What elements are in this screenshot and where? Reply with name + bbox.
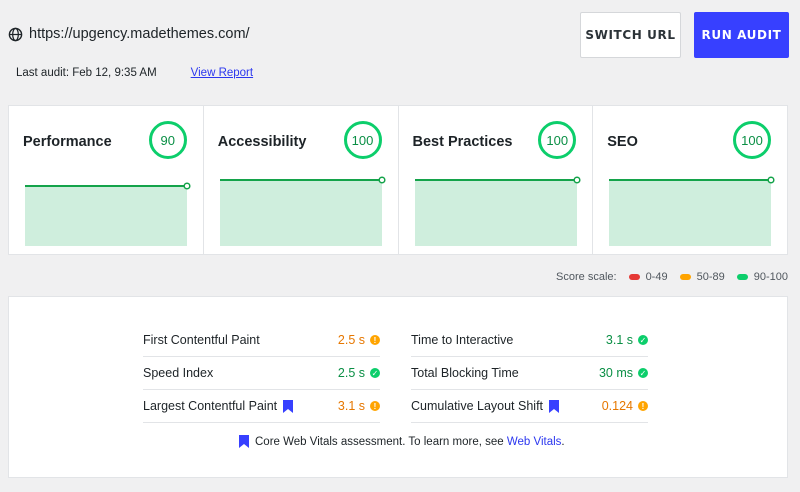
metric-name: Speed Index [143,366,338,380]
scale-range-fail: 0-49 [628,271,668,283]
metric-label: First Contentful Paint [143,333,260,347]
metric-name: Cumulative Layout Shift [411,399,602,413]
metric-row: Cumulative Layout Shift 0.124 ! [411,390,648,423]
view-report-link[interactable]: View Report [190,67,254,79]
footnote-text: Core Web Vitals assessment. To learn mor… [255,435,504,448]
metric-label: Time to Interactive [411,333,514,347]
card-accessibility[interactable]: Accessibility 100 [204,106,399,254]
bookmark-icon [283,399,294,413]
scale-range-label: 0-49 [645,271,668,283]
metric-name: First Contentful Paint [143,333,338,347]
metrics-panel: First Contentful Paint 2.5 s ! Speed Ind… [8,296,788,478]
metric-label: Cumulative Layout Shift [411,399,544,413]
metric-value-text: 2.5 s [337,333,365,347]
check-icon: ✓ [638,368,648,378]
score-history-chart [25,182,191,246]
metric-name: Largest Contentful Paint [143,399,338,413]
metric-value: 2.5 s ✓ [338,366,380,380]
score-gauge: 100 [538,121,577,159]
check-icon: ✓ [370,368,380,378]
metric-name: Time to Interactive [411,333,606,347]
metric-label: Speed Index [143,366,214,380]
web-vitals-link[interactable]: Web Vitals [506,435,562,448]
card-title: Best Practices [412,134,513,150]
check-icon: ✓ [638,335,648,345]
bookmark-icon [239,435,249,448]
score-history-chart [219,176,386,246]
site-url: https://upgency.madethemes.com/ [29,26,250,42]
globe-icon [8,27,23,41]
score-history-chart [414,176,581,246]
footnote-end: . [561,435,565,448]
orange-dot-icon [679,274,691,280]
card-performance[interactable]: Performance 90 [9,106,204,254]
bookmark-icon [549,399,560,413]
switch-url-button[interactable]: SWITCH URL [580,12,681,58]
score-scale-label: Score scale: [556,271,617,283]
metric-row: Speed Index 2.5 s ✓ [143,357,380,390]
metric-label: Largest Contentful Paint [143,399,278,413]
metric-row: First Contentful Paint 2.5 s ! [143,324,380,357]
score-scale-legend: Score scale: 0-49 50-89 90-100 [556,271,788,283]
metric-value-text: 3.1 s [337,399,365,413]
metric-value-text: 3.1 s [605,333,633,347]
info-icon: ! [638,401,648,411]
audit-info: Last audit: Feb 12, 9:35 AM View Report [16,67,253,79]
metric-label: Total Blocking Time [411,366,519,380]
metric-row: Time to Interactive 3.1 s ✓ [411,324,648,357]
card-title: SEO [607,134,638,150]
score-history-chart [609,176,775,246]
score-gauge: 100 [733,121,771,159]
metric-row: Largest Contentful Paint 3.1 s ! [143,390,380,423]
card-title: Performance [23,134,112,150]
metric-value: 3.1 s ✓ [606,333,648,347]
run-audit-button[interactable]: RUN AUDIT [694,12,789,58]
red-dot-icon [628,274,640,280]
metric-value-text: 0.124 [601,399,633,413]
card-title: Accessibility [217,134,307,150]
url-row: https://upgency.madethemes.com/ [8,26,250,42]
scale-range-label: 90-100 [753,271,788,283]
scale-range-label: 50-89 [696,271,725,283]
metric-name: Total Blocking Time [411,366,599,380]
metric-value: 30 ms ✓ [599,366,648,380]
info-icon: ! [370,401,380,411]
info-icon: ! [370,335,380,345]
card-seo[interactable]: SEO 100 [593,106,787,254]
metric-value-text: 2.5 s [337,366,365,380]
card-best-practices[interactable]: Best Practices 100 [399,106,594,254]
last-audit-text: Last audit: Feb 12, 9:35 AM [16,67,157,79]
metric-value: 0.124 ! [602,399,648,413]
scale-range-average: 50-89 [679,271,725,283]
core-web-vitals-note: Core Web Vitals assessment. To learn mor… [239,435,565,448]
score-gauge: 90 [148,121,187,159]
green-dot-icon [736,274,748,280]
score-gauge: 100 [343,121,382,159]
metric-value: 2.5 s ! [338,333,380,347]
metric-row: Total Blocking Time 30 ms ✓ [411,357,648,390]
scale-range-pass: 90-100 [736,271,788,283]
metric-value-text: 30 ms [598,366,633,380]
metric-value: 3.1 s ! [338,399,380,413]
score-cards: Performance 90 Accessibility 100 Best Pr… [8,105,788,255]
